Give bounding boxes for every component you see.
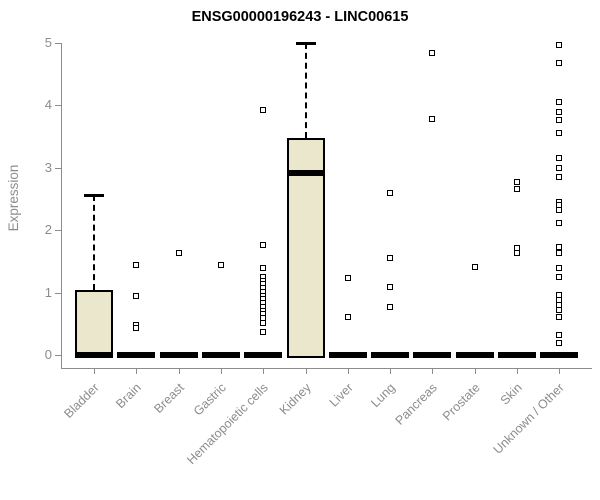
y-tick-label: 0 [44,347,52,362]
outlier-point [556,206,563,213]
y-tick-label: 5 [44,35,52,50]
x-tick-label-text: Hematopoietic cells [184,380,271,468]
x-axis-tick [136,368,138,374]
y-axis-tick [55,230,61,232]
x-tick-label-text: Prostate [439,380,483,424]
outlier-point [514,179,520,186]
x-tick-label-text: Lung [368,380,398,411]
x-axis-tick [305,368,307,374]
outlier-point [429,49,436,56]
x-axis-tick [94,368,95,374]
outlier-point [556,59,563,66]
outlier-point [556,129,563,136]
outlier-point [514,249,520,256]
outlier-point [133,292,140,299]
outlier-point [556,332,563,339]
boxplot-box [75,290,113,358]
y-axis-line [61,43,62,369]
outlier-point [260,242,267,249]
x-axis-tick [559,368,561,374]
outlier-point [556,244,563,251]
boxplot-whisker-cap [84,194,104,198]
y-axis-tick [55,292,61,294]
x-tick-label-text: Brain [113,380,145,412]
boxplot-collapsed-box [455,352,494,358]
outlier-point [556,99,563,106]
boxplot-collapsed-box [117,352,156,358]
outlier-point [556,109,563,116]
x-tick-label-text: Skin [497,380,525,408]
outlier-point [471,264,478,271]
y-axis-tick [55,43,61,44]
x-axis-tick [220,368,222,374]
x-axis-tick [390,368,392,374]
outlier-point [556,116,563,123]
boxplot-collapsed-box [498,352,536,358]
outlier-point [387,303,394,310]
x-axis-tick [347,368,349,374]
boxplot-collapsed-box [159,352,198,358]
y-tick-label: 2 [44,222,52,238]
outlier-point [556,174,563,181]
boxplot-collapsed-box [413,352,452,358]
x-axis-line [61,368,592,369]
boxplot-collapsed-box [328,352,367,358]
y-tick-label: 3 [44,159,52,175]
outlier-point [429,116,436,123]
outlier-point [133,325,140,332]
x-axis-tick [474,368,476,374]
y-axis-title: Expression [6,164,21,232]
boxplot-median-line [75,352,113,358]
x-tick-label-text: Breast [150,380,187,416]
outlier-point [260,106,267,113]
y-tick-label: 1 [44,284,52,300]
outlier-point [387,189,394,196]
outlier-point [556,250,563,257]
outlier-point [556,154,563,161]
x-axis-tick [517,368,518,374]
y-axis-tick [55,167,61,169]
outlier-point [387,255,394,262]
boxplot-whisker-cap [295,42,316,45]
outlier-point [217,262,224,269]
outlier-point [344,313,351,320]
x-tick-label-text: Liver [326,380,356,410]
outlier-point [260,320,267,327]
outlier-point [556,307,563,314]
outlier-point [387,283,394,290]
outlier-point [175,250,182,257]
outlier-point [260,328,267,335]
boxplot-collapsed-box [201,352,240,358]
boxplot-whisker [304,43,307,138]
boxplot-median-line [286,169,325,176]
outlier-point [133,262,140,269]
x-tick-label-text: Kidney [276,380,314,418]
x-tick-label-text: Bladder [61,380,102,421]
outlier-point [556,340,563,347]
boxplot-whisker [93,195,95,291]
x-axis-tick [432,368,434,374]
boxplot-collapsed-box [540,352,579,358]
outlier-point [556,313,563,320]
x-axis-tick [178,368,180,374]
y-axis-tick [55,355,61,356]
boxplot-collapsed-box [244,352,283,358]
outlier-point [556,41,563,48]
x-tick-label-text: Pancreas [392,380,441,428]
outlier-point [556,265,563,272]
outlier-point [514,186,520,193]
outlier-point [556,164,563,171]
x-axis-tick [263,368,265,374]
outlier-point [556,219,563,226]
x-tick-label-text: Gastric [190,380,229,419]
y-axis-tick [55,105,61,107]
chart-title: ENSG00000196243 - LINC00615 [191,9,409,25]
outlier-point [260,265,267,272]
outlier-point [556,274,563,280]
y-tick-label: 4 [44,97,52,113]
boxplot-collapsed-box [371,352,410,358]
outlier-point [344,275,351,282]
